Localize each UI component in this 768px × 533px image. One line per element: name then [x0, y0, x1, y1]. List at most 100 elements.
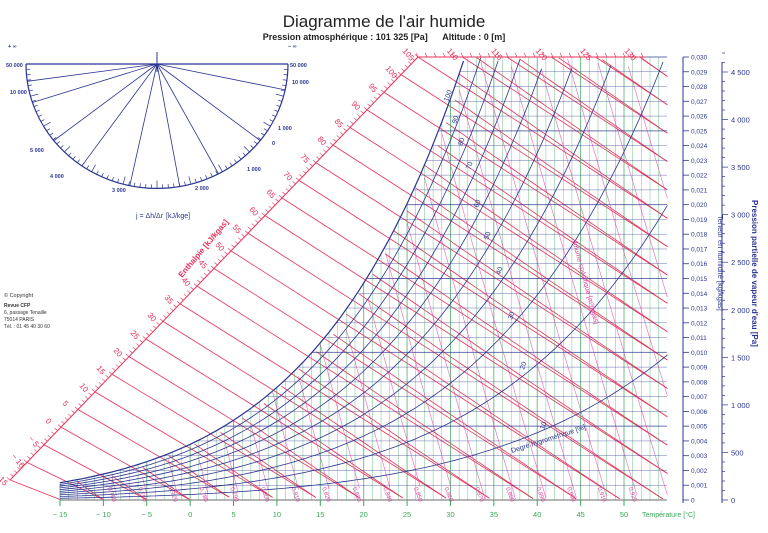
svg-text:0,003: 0,003 — [691, 453, 708, 460]
svg-text:1 000: 1 000 — [247, 167, 261, 173]
svg-text:2 500: 2 500 — [731, 258, 750, 267]
svg-text:10 000: 10 000 — [292, 80, 309, 86]
svg-text:Degré hygrométrique [%]: Degré hygrométrique [%] — [510, 424, 586, 455]
svg-text:− ∞: − ∞ — [288, 44, 297, 50]
svg-text:0,002: 0,002 — [691, 468, 708, 475]
svg-text:1 000: 1 000 — [278, 126, 292, 132]
svg-text:0,012: 0,012 — [691, 320, 708, 327]
svg-text:[kJ/kge]: [kJ/kge] — [166, 213, 190, 220]
svg-text:40: 40 — [533, 510, 541, 519]
svg-text:0,760: 0,760 — [136, 487, 147, 504]
svg-text:90: 90 — [349, 99, 362, 112]
svg-text:0,028: 0,028 — [691, 84, 708, 91]
svg-text:500: 500 — [731, 448, 744, 457]
copyright-label: © Copyright — [4, 293, 34, 299]
svg-text:Teneur en humidité [kg/kgas]: Teneur en humidité [kg/kgas] — [716, 215, 725, 311]
chart-axes — [6, 52, 728, 506]
svg-text:0,022: 0,022 — [691, 173, 708, 180]
svg-text:60: 60 — [247, 205, 260, 218]
svg-text:0,026: 0,026 — [691, 114, 708, 121]
svg-text:0: 0 — [43, 417, 53, 427]
svg-text:50: 50 — [213, 240, 226, 253]
svg-text:0,018: 0,018 — [691, 232, 708, 239]
svg-text:2 000: 2 000 — [731, 306, 750, 315]
svg-text:0,860: 0,860 — [443, 487, 454, 504]
svg-text:0,011: 0,011 — [691, 335, 707, 342]
svg-text:70: 70 — [281, 170, 294, 183]
svg-text:0,005: 0,005 — [691, 424, 708, 431]
svg-text:50: 50 — [620, 510, 628, 519]
chart-title: Diagramme de l'air humide — [282, 12, 486, 31]
svg-text:0,029: 0,029 — [691, 69, 708, 76]
svg-text:120: 120 — [534, 47, 550, 63]
svg-text:j = Δh/Δr: j = Δh/Δr — [135, 213, 164, 220]
svg-text:80: 80 — [457, 137, 466, 147]
svg-text:Pression partielle de vapeur d: Pression partielle de vapeur d'eau [Pa] — [750, 200, 759, 347]
svg-text:4 000: 4 000 — [731, 116, 750, 125]
svg-text:0,870: 0,870 — [473, 487, 484, 504]
svg-text:50 000: 50 000 — [6, 63, 23, 69]
copyright-org: Revue CFP — [4, 303, 31, 309]
svg-text:0,025: 0,025 — [691, 128, 708, 135]
svg-text:0,007: 0,007 — [691, 394, 708, 401]
svg-text:0,010: 0,010 — [691, 350, 708, 357]
svg-text:35: 35 — [490, 510, 498, 519]
svg-text:10 000: 10 000 — [10, 90, 27, 96]
svg-text:0,013: 0,013 — [691, 306, 708, 313]
svg-text:75: 75 — [298, 152, 311, 165]
svg-text:0,800: 0,800 — [259, 487, 270, 504]
svg-text:30: 30 — [446, 510, 454, 519]
svg-text:0,830: 0,830 — [351, 487, 362, 504]
svg-text:80: 80 — [315, 135, 328, 148]
svg-text:90: 90 — [451, 115, 460, 125]
svg-text:0,009: 0,009 — [691, 365, 708, 372]
svg-text:15: 15 — [94, 364, 107, 377]
svg-text:5: 5 — [60, 399, 70, 409]
svg-text:0,017: 0,017 — [691, 246, 708, 253]
svg-text:20: 20 — [360, 510, 368, 519]
svg-text:0,024: 0,024 — [691, 143, 708, 150]
svg-text:0: 0 — [272, 141, 275, 147]
svg-text:3 000: 3 000 — [112, 188, 126, 194]
svg-text:15: 15 — [316, 510, 324, 519]
copyright-address1: 6, passage Tenaille — [4, 310, 47, 316]
svg-text:0,900: 0,900 — [565, 487, 576, 504]
relative-humidity-curves — [59, 57, 668, 499]
svg-text:70: 70 — [465, 161, 474, 171]
svg-text:0,840: 0,840 — [381, 487, 392, 504]
svg-text:0,850: 0,850 — [412, 487, 423, 504]
svg-text:3 000: 3 000 — [731, 211, 750, 220]
svg-text:0: 0 — [731, 496, 735, 505]
svg-text:50 000: 50 000 — [290, 63, 307, 69]
svg-text:0,790: 0,790 — [228, 487, 239, 504]
svg-text:Température [°C]: Température [°C] — [642, 511, 695, 519]
svg-text:0,770: 0,770 — [167, 487, 178, 504]
svg-text:35: 35 — [162, 293, 175, 306]
svg-text:0,019: 0,019 — [691, 217, 708, 224]
altitude-label: Altitude : 0 [m] — [442, 32, 506, 42]
svg-text:0,890: 0,890 — [535, 487, 546, 504]
svg-text:5: 5 — [231, 510, 235, 519]
svg-text:− 10: − 10 — [9, 452, 26, 470]
svg-text:10: 10 — [273, 510, 281, 519]
svg-text:25: 25 — [128, 329, 141, 342]
svg-text:105: 105 — [400, 47, 416, 63]
svg-text:0,910: 0,910 — [596, 487, 607, 504]
svg-text:0: 0 — [691, 498, 695, 505]
svg-text:100: 100 — [383, 64, 399, 80]
svg-text:0,023: 0,023 — [691, 158, 708, 165]
svg-text:0,030: 0,030 — [691, 55, 708, 62]
svg-text:0,810: 0,810 — [290, 487, 301, 504]
svg-text:0,020: 0,020 — [691, 202, 708, 209]
svg-text:4 000: 4 000 — [50, 174, 64, 180]
chart-subtitle: Pression atmosphérique : 101 325 [Pa] Al… — [0, 32, 768, 42]
svg-text:Volume spécifique [m³/kgas]: Volume spécifique [m³/kgas] — [570, 239, 599, 325]
svg-text:3 500: 3 500 — [731, 163, 750, 172]
svg-text:0,008: 0,008 — [691, 379, 708, 386]
svg-text:− 15: − 15 — [53, 510, 68, 519]
svg-text:60: 60 — [473, 199, 482, 209]
svg-text:+ ∞: + ∞ — [8, 44, 17, 50]
svg-text:− 15: − 15 — [0, 470, 10, 488]
svg-text:0,021: 0,021 — [691, 187, 708, 194]
svg-text:5 000: 5 000 — [30, 148, 44, 154]
